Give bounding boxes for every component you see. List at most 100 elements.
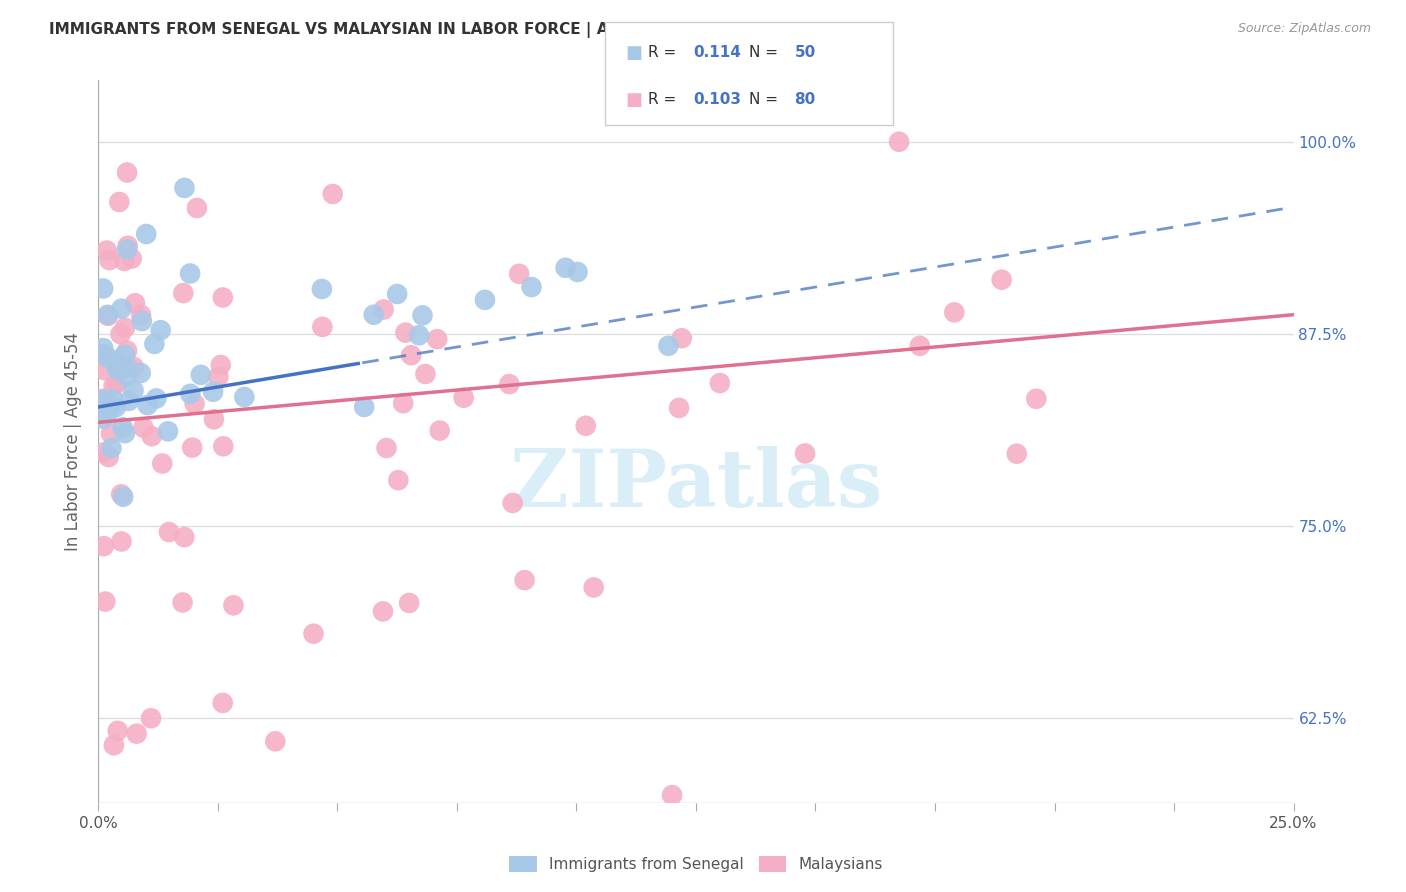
Point [709, 376, 731, 390]
Point [202, 384, 225, 399]
Text: N =: N = [749, 92, 783, 107]
Text: ■: ■ [626, 44, 643, 62]
Point [363, 308, 385, 322]
Point [93, 539, 115, 553]
Point [520, 280, 543, 294]
Point [385, 287, 408, 301]
Point [98, 253, 121, 268]
Point [135, 227, 157, 241]
Point [118, 393, 141, 408]
Point [209, 358, 232, 372]
Point [100, 426, 122, 441]
Text: R =: R = [648, 92, 682, 107]
Point [513, 573, 536, 587]
Point [100, 441, 122, 455]
Point [671, 331, 693, 345]
Point [117, 361, 139, 376]
Point [115, 165, 138, 179]
Point [222, 599, 245, 613]
Point [172, 286, 194, 301]
Point [132, 420, 155, 434]
Point [103, 738, 125, 752]
Point [156, 425, 179, 439]
Point [211, 290, 233, 304]
Text: 50: 50 [794, 45, 815, 61]
Point [415, 367, 437, 381]
Point [582, 581, 605, 595]
Point [125, 726, 148, 740]
Text: 0.103: 0.103 [693, 92, 741, 107]
Point [121, 252, 143, 266]
Point [264, 734, 287, 748]
Point [97, 309, 120, 323]
Point [112, 490, 135, 504]
Point [105, 354, 128, 368]
Point [474, 293, 496, 307]
Point [575, 418, 598, 433]
Point [453, 391, 475, 405]
Point [91, 445, 114, 459]
Point [302, 626, 325, 640]
Point [657, 339, 679, 353]
Point [110, 301, 132, 316]
Text: 0.114: 0.114 [693, 45, 741, 61]
Point [94, 594, 117, 608]
Point [110, 487, 132, 501]
Point [233, 390, 256, 404]
Point [212, 439, 235, 453]
Point [908, 339, 931, 353]
Point [105, 362, 128, 376]
Point [91, 348, 114, 362]
Point [173, 530, 195, 544]
Point [183, 397, 205, 411]
Point [157, 524, 180, 539]
Point [887, 135, 910, 149]
Point [96, 408, 118, 422]
Point [202, 412, 225, 426]
Point [101, 392, 124, 406]
Point [508, 267, 530, 281]
Point [371, 604, 394, 618]
Text: 80: 80 [794, 92, 815, 107]
Point [114, 348, 136, 362]
Point [426, 332, 449, 346]
Point [111, 420, 134, 434]
Point [107, 723, 129, 738]
Point [129, 308, 152, 322]
Point [373, 302, 395, 317]
Point [502, 496, 524, 510]
Point [399, 348, 422, 362]
Point [143, 337, 166, 351]
Point [943, 305, 966, 319]
Point [110, 327, 132, 342]
Point [122, 383, 145, 397]
Point [149, 323, 172, 337]
Point [394, 326, 416, 340]
Point [122, 359, 145, 374]
Point [554, 260, 576, 275]
Text: Source: ZipAtlas.com: Source: ZipAtlas.com [1237, 22, 1371, 36]
Text: N =: N = [749, 45, 783, 61]
Point [150, 457, 173, 471]
Point [108, 194, 131, 209]
Point [990, 273, 1012, 287]
Point [110, 534, 132, 549]
Point [408, 328, 430, 343]
Point [93, 363, 115, 377]
Point [179, 387, 201, 401]
Text: ZIPatlas: ZIPatlas [510, 446, 882, 524]
Point [322, 186, 344, 201]
Point [181, 441, 204, 455]
Point [93, 347, 115, 361]
Point [105, 376, 128, 391]
Point [186, 201, 208, 215]
Point [117, 238, 139, 252]
Point [207, 370, 229, 384]
Point [91, 392, 114, 407]
Point [398, 596, 420, 610]
Point [173, 181, 195, 195]
Point [375, 441, 398, 455]
Point [429, 424, 451, 438]
Point [412, 309, 434, 323]
Text: IMMIGRANTS FROM SENEGAL VS MALAYSIAN IN LABOR FORCE | AGE 45-54 CORRELATION CHAR: IMMIGRANTS FROM SENEGAL VS MALAYSIAN IN … [49, 22, 873, 38]
